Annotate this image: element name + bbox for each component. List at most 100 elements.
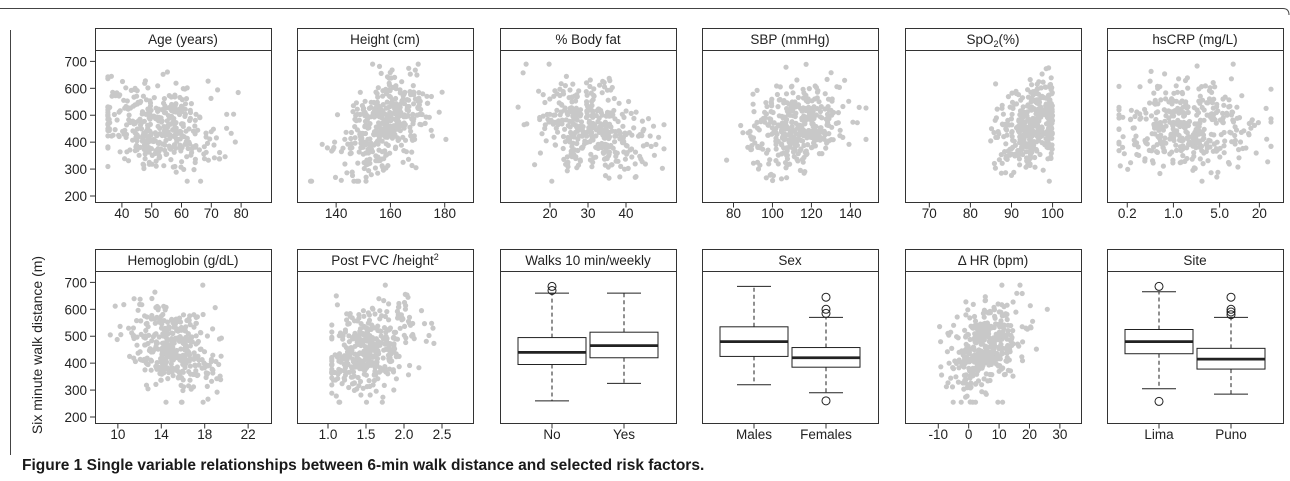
- data-point: [135, 350, 141, 356]
- data-point: [641, 126, 647, 132]
- data-point: [173, 169, 179, 175]
- data-point: [551, 134, 557, 140]
- data-point: [344, 311, 350, 317]
- data-point: [750, 135, 757, 141]
- data-point: [659, 165, 666, 171]
- data-point: [1007, 368, 1014, 374]
- data-point: [182, 113, 188, 119]
- panel-frame: [702, 50, 879, 203]
- data-point: [1173, 83, 1179, 89]
- data-point: [1185, 120, 1191, 126]
- data-point: [793, 104, 799, 110]
- caption-label: Figure 1: [22, 457, 83, 474]
- data-point: [190, 384, 197, 390]
- data-point: [619, 140, 626, 146]
- data-point: [808, 114, 814, 120]
- data-point: [439, 89, 445, 95]
- data-point: [584, 113, 590, 119]
- data-point: [1205, 158, 1211, 164]
- data-point: [391, 341, 397, 347]
- data-point: [192, 117, 198, 123]
- data-point: [382, 282, 388, 288]
- data-point: [367, 343, 373, 349]
- data-point: [149, 312, 155, 319]
- y-tick-label: 300: [64, 162, 87, 177]
- data-point: [822, 91, 828, 97]
- data-point: [380, 164, 386, 170]
- x-tick-label: Females: [800, 427, 852, 442]
- data-point: [578, 119, 585, 125]
- data-point: [973, 339, 979, 345]
- data-point: [188, 101, 194, 107]
- data-point: [160, 311, 166, 318]
- data-point: [224, 111, 230, 117]
- data-point: [128, 87, 134, 93]
- data-point: [1211, 141, 1217, 147]
- data-point: [402, 306, 408, 312]
- data-point: [1039, 71, 1045, 77]
- data-point: [766, 161, 772, 167]
- data-point: [1116, 104, 1122, 110]
- data-point: [1015, 92, 1022, 98]
- data-point: [979, 382, 985, 388]
- data-point: [633, 174, 639, 180]
- data-point: [164, 341, 170, 347]
- data-point: [401, 332, 407, 338]
- data-point: [363, 174, 369, 180]
- data-point: [138, 318, 144, 324]
- panel-frame: [95, 271, 272, 424]
- scatter-points: [105, 69, 241, 184]
- data-point: [148, 367, 154, 373]
- data-point: [187, 363, 193, 369]
- data-point: [1010, 137, 1016, 143]
- data-point: [954, 314, 960, 320]
- data-point: [417, 121, 423, 127]
- data-point: [416, 365, 422, 371]
- data-point: [1153, 116, 1159, 123]
- data-point: [600, 78, 606, 84]
- data-point: [400, 159, 406, 165]
- data-point: [155, 346, 161, 352]
- data-point: [1001, 326, 1007, 332]
- data-point: [105, 113, 111, 119]
- data-point: [1190, 143, 1196, 149]
- data-point: [799, 115, 805, 121]
- data-point: [405, 156, 412, 162]
- data-point: [178, 346, 184, 352]
- y-axis-label: Six minute walk distance (m): [29, 256, 45, 434]
- data-point: [365, 354, 371, 360]
- data-point: [175, 107, 181, 113]
- data-point: [602, 162, 608, 168]
- data-point: [199, 357, 205, 363]
- data-point: [397, 325, 403, 331]
- data-point: [1152, 97, 1158, 103]
- data-point: [124, 98, 130, 104]
- data-point: [369, 149, 376, 155]
- data-point: [329, 370, 335, 376]
- data-point: [784, 106, 790, 112]
- x-tick-label: 10: [110, 427, 125, 442]
- data-point: [370, 382, 376, 388]
- data-point: [1194, 63, 1200, 69]
- data-point: [191, 350, 197, 356]
- data-point: [1154, 83, 1161, 89]
- data-point: [1022, 140, 1028, 146]
- data-point: [392, 74, 398, 80]
- data-point: [397, 87, 403, 93]
- data-point: [568, 129, 574, 136]
- data-point: [562, 126, 568, 132]
- data-point: [385, 371, 391, 377]
- data-point: [988, 138, 994, 144]
- data-point: [1033, 88, 1039, 94]
- data-point: [406, 103, 412, 110]
- data-point: [846, 98, 852, 104]
- data-point: [724, 157, 730, 163]
- data-point: [973, 380, 979, 387]
- data-point: [563, 73, 570, 79]
- data-point: [564, 168, 570, 174]
- data-point: [1199, 104, 1205, 111]
- data-point: [982, 298, 988, 304]
- data-point: [1209, 116, 1215, 123]
- data-point: [192, 123, 198, 129]
- data-point: [179, 159, 185, 165]
